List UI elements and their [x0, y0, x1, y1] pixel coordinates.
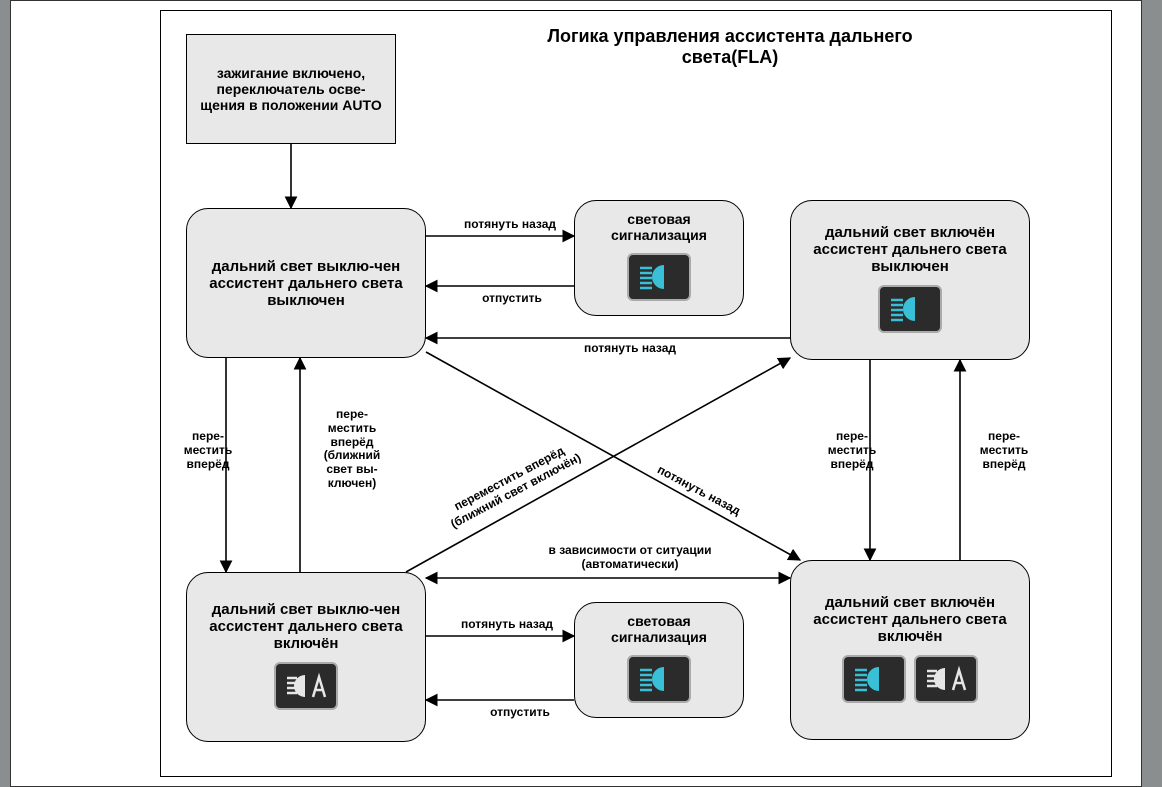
diagram-title: Логика управления ассистента дальнего св… — [500, 26, 960, 68]
beam-icon — [878, 285, 942, 333]
icon-row — [874, 281, 946, 337]
edge-label-e_n2_n4_a: пере- местить вперёд — [820, 430, 884, 471]
node-text: дальний свет выклю-чен ассистент дальнег… — [195, 258, 417, 309]
auto-icon — [274, 662, 338, 710]
node-text: световая сигнализация — [583, 211, 735, 243]
edge-label-e_n2_n1: потянуть назад — [560, 342, 700, 356]
beam-icon — [627, 655, 691, 703]
icon-row — [838, 651, 982, 707]
beam-icon — [627, 253, 691, 301]
edge-label-e_n3_sig2: потянуть назад — [442, 618, 572, 632]
node-sig2: световая сигнализация — [574, 602, 744, 718]
edge-label-e_n1_n3_a: пере- местить вперёд — [176, 430, 240, 471]
page: Логика управления ассистента дальнего св… — [0, 0, 1162, 785]
node-n1: дальний свет выклю-чен ассистент дальнег… — [186, 208, 426, 358]
icon-row — [623, 249, 695, 305]
node-text: световая сигнализация — [583, 613, 735, 645]
node-text: дальний свет включён ассистент дальнего … — [799, 594, 1021, 645]
node-text: дальний свет выклю-чен ассистент дальнег… — [195, 601, 417, 652]
auto-icon — [914, 655, 978, 703]
node-n2: дальний свет включён ассистент дальнего … — [790, 200, 1030, 360]
edge-label-e_n1_sig1: потянуть назад — [450, 218, 570, 232]
beam-icon — [842, 655, 906, 703]
icon-row — [623, 651, 695, 707]
node-start: зажигание включено, переключатель осве-щ… — [186, 34, 396, 144]
node-text: дальний свет включён ассистент дальнего … — [799, 224, 1021, 275]
edge-label-e_n4_n2_b: пере- местить вперёд — [972, 430, 1036, 471]
node-n3: дальний свет выклю-чен ассистент дальнег… — [186, 572, 426, 742]
node-text: зажигание включено, переключатель осве-щ… — [195, 65, 387, 113]
node-n4: дальний свет включён ассистент дальнего … — [790, 560, 1030, 740]
icon-row — [270, 658, 342, 714]
edge-label-e_sig1_n1: отпустить — [462, 292, 562, 306]
edge-label-e_n3_n4_auto: в зависимости от ситуации (автоматически… — [520, 544, 740, 572]
edge-label-e_sig2_n3: отпустить — [470, 706, 570, 720]
node-sig1: световая сигнализация — [574, 200, 744, 316]
edge-label-e_n3_n1_b: пере- местить вперёд (ближний свет вы- к… — [312, 408, 392, 491]
